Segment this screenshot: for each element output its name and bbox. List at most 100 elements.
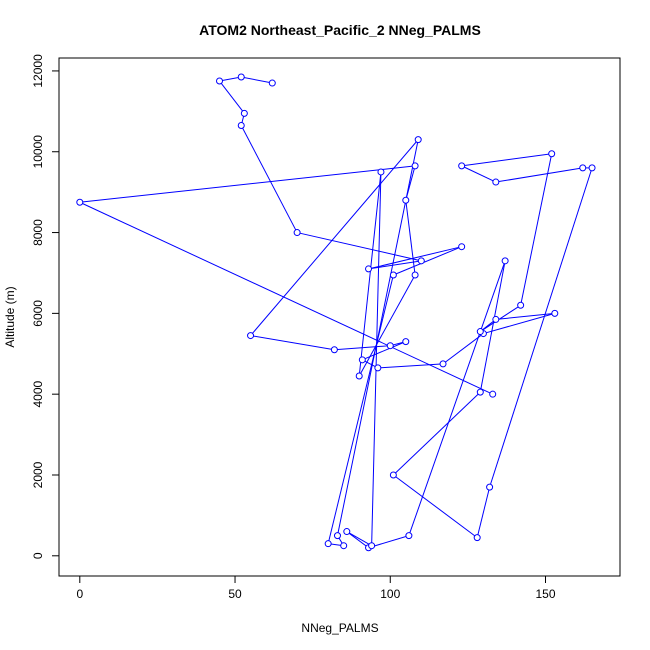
series-line-segment	[250, 139, 419, 336]
data-point	[340, 542, 348, 550]
series-line-segment	[219, 76, 242, 82]
series-line-segment	[393, 474, 478, 539]
series-line-segment	[327, 274, 394, 544]
series-line-segment	[368, 535, 410, 549]
data-point	[402, 196, 410, 204]
data-point	[374, 364, 382, 372]
series-line-segment	[405, 200, 416, 276]
data-point	[240, 109, 248, 117]
data-point	[517, 301, 525, 309]
data-point	[411, 162, 419, 170]
series-line-segment	[405, 165, 416, 201]
x-tick-label: 100	[380, 587, 400, 601]
series-line-segment	[240, 125, 298, 233]
y-tick-label: 12000	[31, 54, 45, 88]
series-line-segment	[358, 274, 416, 377]
series-line-segment	[250, 335, 335, 351]
series-line-segment	[346, 531, 369, 549]
data-point	[389, 471, 397, 479]
y-axis: 0 2000 4000 6000 8000 10000 12000	[31, 54, 60, 559]
series-lines	[79, 76, 593, 549]
data-point	[247, 332, 255, 340]
series-line-segment	[336, 139, 419, 536]
series-line-segment	[495, 312, 555, 320]
data-point	[492, 315, 500, 323]
series-line-segment	[495, 167, 583, 183]
series-points	[76, 73, 596, 552]
series-line-segment	[346, 531, 372, 547]
data-point	[458, 162, 466, 170]
data-point	[333, 532, 341, 540]
data-point	[386, 342, 394, 350]
y-tick-label: 6000	[31, 300, 45, 327]
data-point	[476, 328, 484, 336]
data-point	[216, 77, 224, 85]
x-tick-label: 0	[76, 587, 83, 601]
data-point	[237, 121, 245, 129]
data-point	[293, 229, 301, 237]
series-line-segment	[461, 153, 552, 167]
x-axis-label: NNeg_PALMS	[301, 621, 378, 635]
chart-title: ATOM2 Northeast_Pacific_2 NNeg_PALMS	[199, 22, 481, 38]
data-point	[330, 346, 338, 354]
series-line-segment	[393, 391, 481, 476]
data-point	[355, 372, 363, 380]
y-tick-label: 0	[31, 552, 45, 559]
data-point	[548, 150, 556, 158]
data-point	[365, 265, 373, 273]
data-point	[551, 309, 559, 317]
series-line-segment	[476, 486, 491, 538]
x-tick-label: 150	[535, 587, 555, 601]
y-tick-label: 10000	[31, 135, 45, 169]
data-point	[486, 483, 494, 491]
data-point	[405, 532, 413, 540]
data-point	[377, 168, 385, 176]
series-line-segment	[393, 246, 462, 276]
y-tick-label: 2000	[31, 461, 45, 488]
series-line-segment	[442, 333, 484, 365]
data-point	[343, 528, 351, 536]
data-point	[268, 79, 276, 87]
series-line-segment	[489, 167, 593, 488]
data-point	[492, 178, 500, 186]
data-point	[501, 257, 509, 265]
data-point	[237, 73, 245, 81]
x-tick-label: 50	[228, 587, 242, 601]
y-tick-label: 8000	[31, 219, 45, 246]
series-line-segment	[79, 201, 493, 395]
data-point	[489, 390, 497, 398]
data-point	[579, 164, 587, 172]
data-point	[76, 198, 84, 206]
series-line-segment	[358, 171, 382, 377]
series-line-segment	[480, 304, 521, 332]
y-tick-label: 4000	[31, 381, 45, 408]
series-line-segment	[408, 260, 506, 536]
series-line-segment	[219, 80, 245, 114]
data-point	[368, 542, 376, 550]
data-point	[389, 271, 397, 279]
series-line-segment	[297, 232, 422, 262]
series-line-segment	[368, 260, 422, 270]
data-point	[414, 136, 422, 144]
y-axis-label: Altitude (m)	[3, 286, 17, 347]
data-point	[358, 356, 366, 364]
data-point	[473, 534, 481, 542]
data-point	[417, 257, 425, 265]
series-line-segment	[368, 246, 462, 270]
series-line-segment	[79, 165, 416, 203]
x-axis: 0 50 100 150	[76, 575, 556, 601]
series-line-segment	[520, 153, 553, 306]
data-point	[458, 243, 466, 251]
series-line-segment	[479, 260, 506, 393]
data-point	[402, 338, 410, 346]
series-line-segment	[377, 363, 444, 369]
data-point	[476, 388, 484, 396]
data-point	[439, 360, 447, 368]
series-line-segment	[241, 76, 273, 84]
data-point	[411, 271, 419, 279]
data-point	[588, 164, 596, 172]
series-line-segment	[371, 171, 382, 546]
series-line-segment	[461, 165, 497, 183]
series-line-segment	[483, 312, 555, 335]
